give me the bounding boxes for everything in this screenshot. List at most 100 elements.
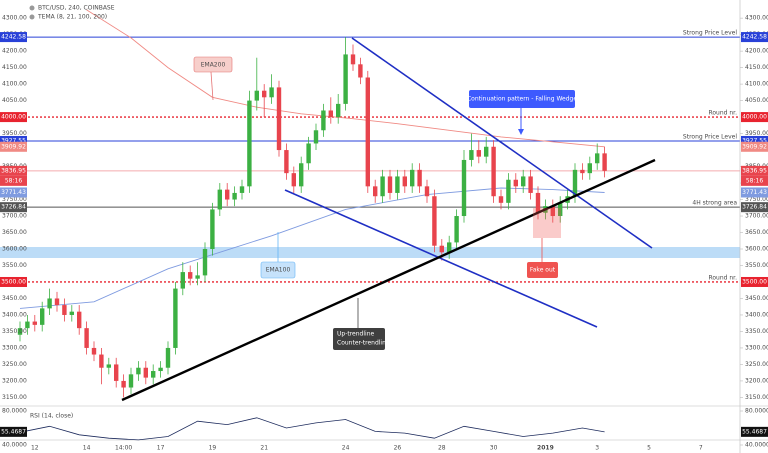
y-tick-label: 4300.00 — [2, 15, 27, 22]
candle-body — [424, 186, 430, 197]
candle-body — [128, 374, 134, 388]
support-zone — [0, 247, 740, 258]
y-tick-label: 4100.00 — [2, 81, 27, 88]
header-icon — [29, 14, 35, 20]
candle-body — [269, 87, 274, 98]
y-tick-label: 3950.00 — [2, 130, 27, 137]
annotation-box — [260, 261, 296, 279]
price-box-label: 3836.95 — [742, 167, 767, 174]
y-tick-label: 3250.00 — [745, 361, 768, 368]
price-box — [741, 32, 768, 43]
rsi-value-box — [741, 426, 768, 437]
fakeout-zone — [533, 208, 561, 238]
indicator-title: TEMA (8, 21, 100, 200) — [37, 14, 107, 21]
candle-body — [217, 189, 222, 210]
price-box — [0, 165, 27, 176]
candle-body — [513, 179, 518, 187]
candle-body — [558, 202, 563, 217]
y-tick-label: 4200.00 — [2, 48, 27, 55]
candle-layer — [17, 37, 607, 398]
price-box-label: 4242.58 — [742, 34, 767, 41]
chart-title: BTC/USD, 240, COINBASE — [38, 5, 115, 12]
y-tick-label: 4150.00 — [745, 64, 768, 71]
candle-body — [210, 209, 215, 250]
candle-body — [99, 354, 104, 368]
price-box — [741, 135, 768, 146]
annotation: Continuation pattern - Falling Wedge — [467, 96, 577, 103]
candle-body — [402, 176, 407, 187]
candle-body — [410, 169, 415, 187]
candle-body — [136, 367, 141, 375]
annotation-pointer — [210, 71, 214, 101]
annotation-box — [469, 90, 575, 108]
candle-body — [69, 311, 74, 315]
price-box — [0, 32, 27, 43]
candle-body — [550, 206, 555, 217]
y-tick-label: 3450.00 — [745, 295, 768, 302]
price-box — [0, 202, 27, 213]
candle-body — [417, 169, 422, 187]
y-tick-label: 3350.00 — [745, 328, 768, 335]
candle-body — [506, 179, 511, 203]
y-tick-label: 3750.00 — [745, 196, 768, 203]
x-tick-label: 30 — [490, 445, 498, 452]
countdown-box — [0, 175, 27, 186]
candle-body — [306, 143, 311, 164]
annotation: Up-trendline — [337, 331, 374, 338]
candle-body — [77, 311, 82, 329]
price-box-label: 3726.84 — [1, 204, 26, 211]
y-tick-label: 4050.00 — [2, 97, 27, 104]
x-tick-label: 24 — [342, 445, 350, 452]
candle-body — [239, 186, 245, 193]
price-box-label: 3771.43 — [742, 189, 767, 196]
candle-body — [151, 371, 156, 378]
ema-line — [19, 187, 605, 309]
candle-body — [173, 288, 178, 348]
ema-layer — [19, 9, 605, 309]
annotation-box — [333, 328, 385, 350]
annotation-box — [193, 56, 233, 73]
y-tick-label: 3550.00 — [745, 262, 768, 269]
price-box-label: 3927.55 — [742, 137, 767, 144]
price-box — [741, 141, 768, 152]
y-tick-label: 3200.00 — [745, 377, 768, 384]
y-tick-label: 3200.00 — [2, 377, 27, 384]
annotation: Fake out — [530, 267, 556, 274]
price-box — [741, 165, 768, 176]
rsi-tick-label: 80.0000 — [2, 408, 27, 415]
candle-body — [373, 186, 378, 197]
y-tick-label: 3600.00 — [2, 246, 27, 253]
level-text: Round nr. — [708, 274, 737, 281]
candle-body — [321, 110, 326, 131]
candle-body — [313, 130, 319, 144]
candle-body — [91, 347, 97, 355]
price-box — [0, 135, 27, 146]
candle-body — [25, 321, 30, 329]
header-icon — [29, 5, 35, 11]
candle-body — [195, 275, 200, 279]
annotation: EMA200 — [201, 62, 226, 69]
candle-body — [336, 103, 341, 118]
y-tick-label: 3350.00 — [2, 328, 27, 335]
price-box-label: 3909.92 — [742, 143, 767, 150]
annotation: Counter-trendline — [337, 340, 390, 347]
candle-body — [350, 54, 356, 65]
candle-body — [232, 192, 237, 200]
price-box — [0, 112, 27, 123]
candle-body — [602, 153, 607, 171]
x-tick-label: 26 — [394, 445, 402, 452]
y-tick-label: 3700.00 — [2, 213, 27, 220]
candle-body — [284, 150, 289, 174]
y-tick-label: 4150.00 — [2, 64, 27, 71]
y-tick-label: 4100.00 — [745, 81, 768, 88]
candle-body — [387, 176, 393, 193]
rsi-title: RSI (14, close) — [30, 413, 73, 420]
wedge-upper-line — [351, 37, 653, 249]
candle-body — [84, 328, 89, 348]
candle-body — [432, 196, 437, 246]
candle-body — [202, 249, 208, 276]
candle-body — [491, 146, 496, 197]
price-box — [741, 202, 768, 213]
candle-body — [580, 169, 585, 174]
candle-body — [225, 189, 230, 200]
